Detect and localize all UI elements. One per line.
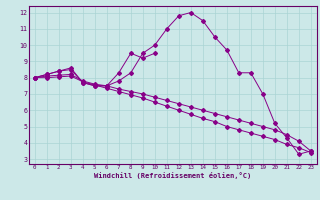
X-axis label: Windchill (Refroidissement éolien,°C): Windchill (Refroidissement éolien,°C) <box>94 172 252 179</box>
